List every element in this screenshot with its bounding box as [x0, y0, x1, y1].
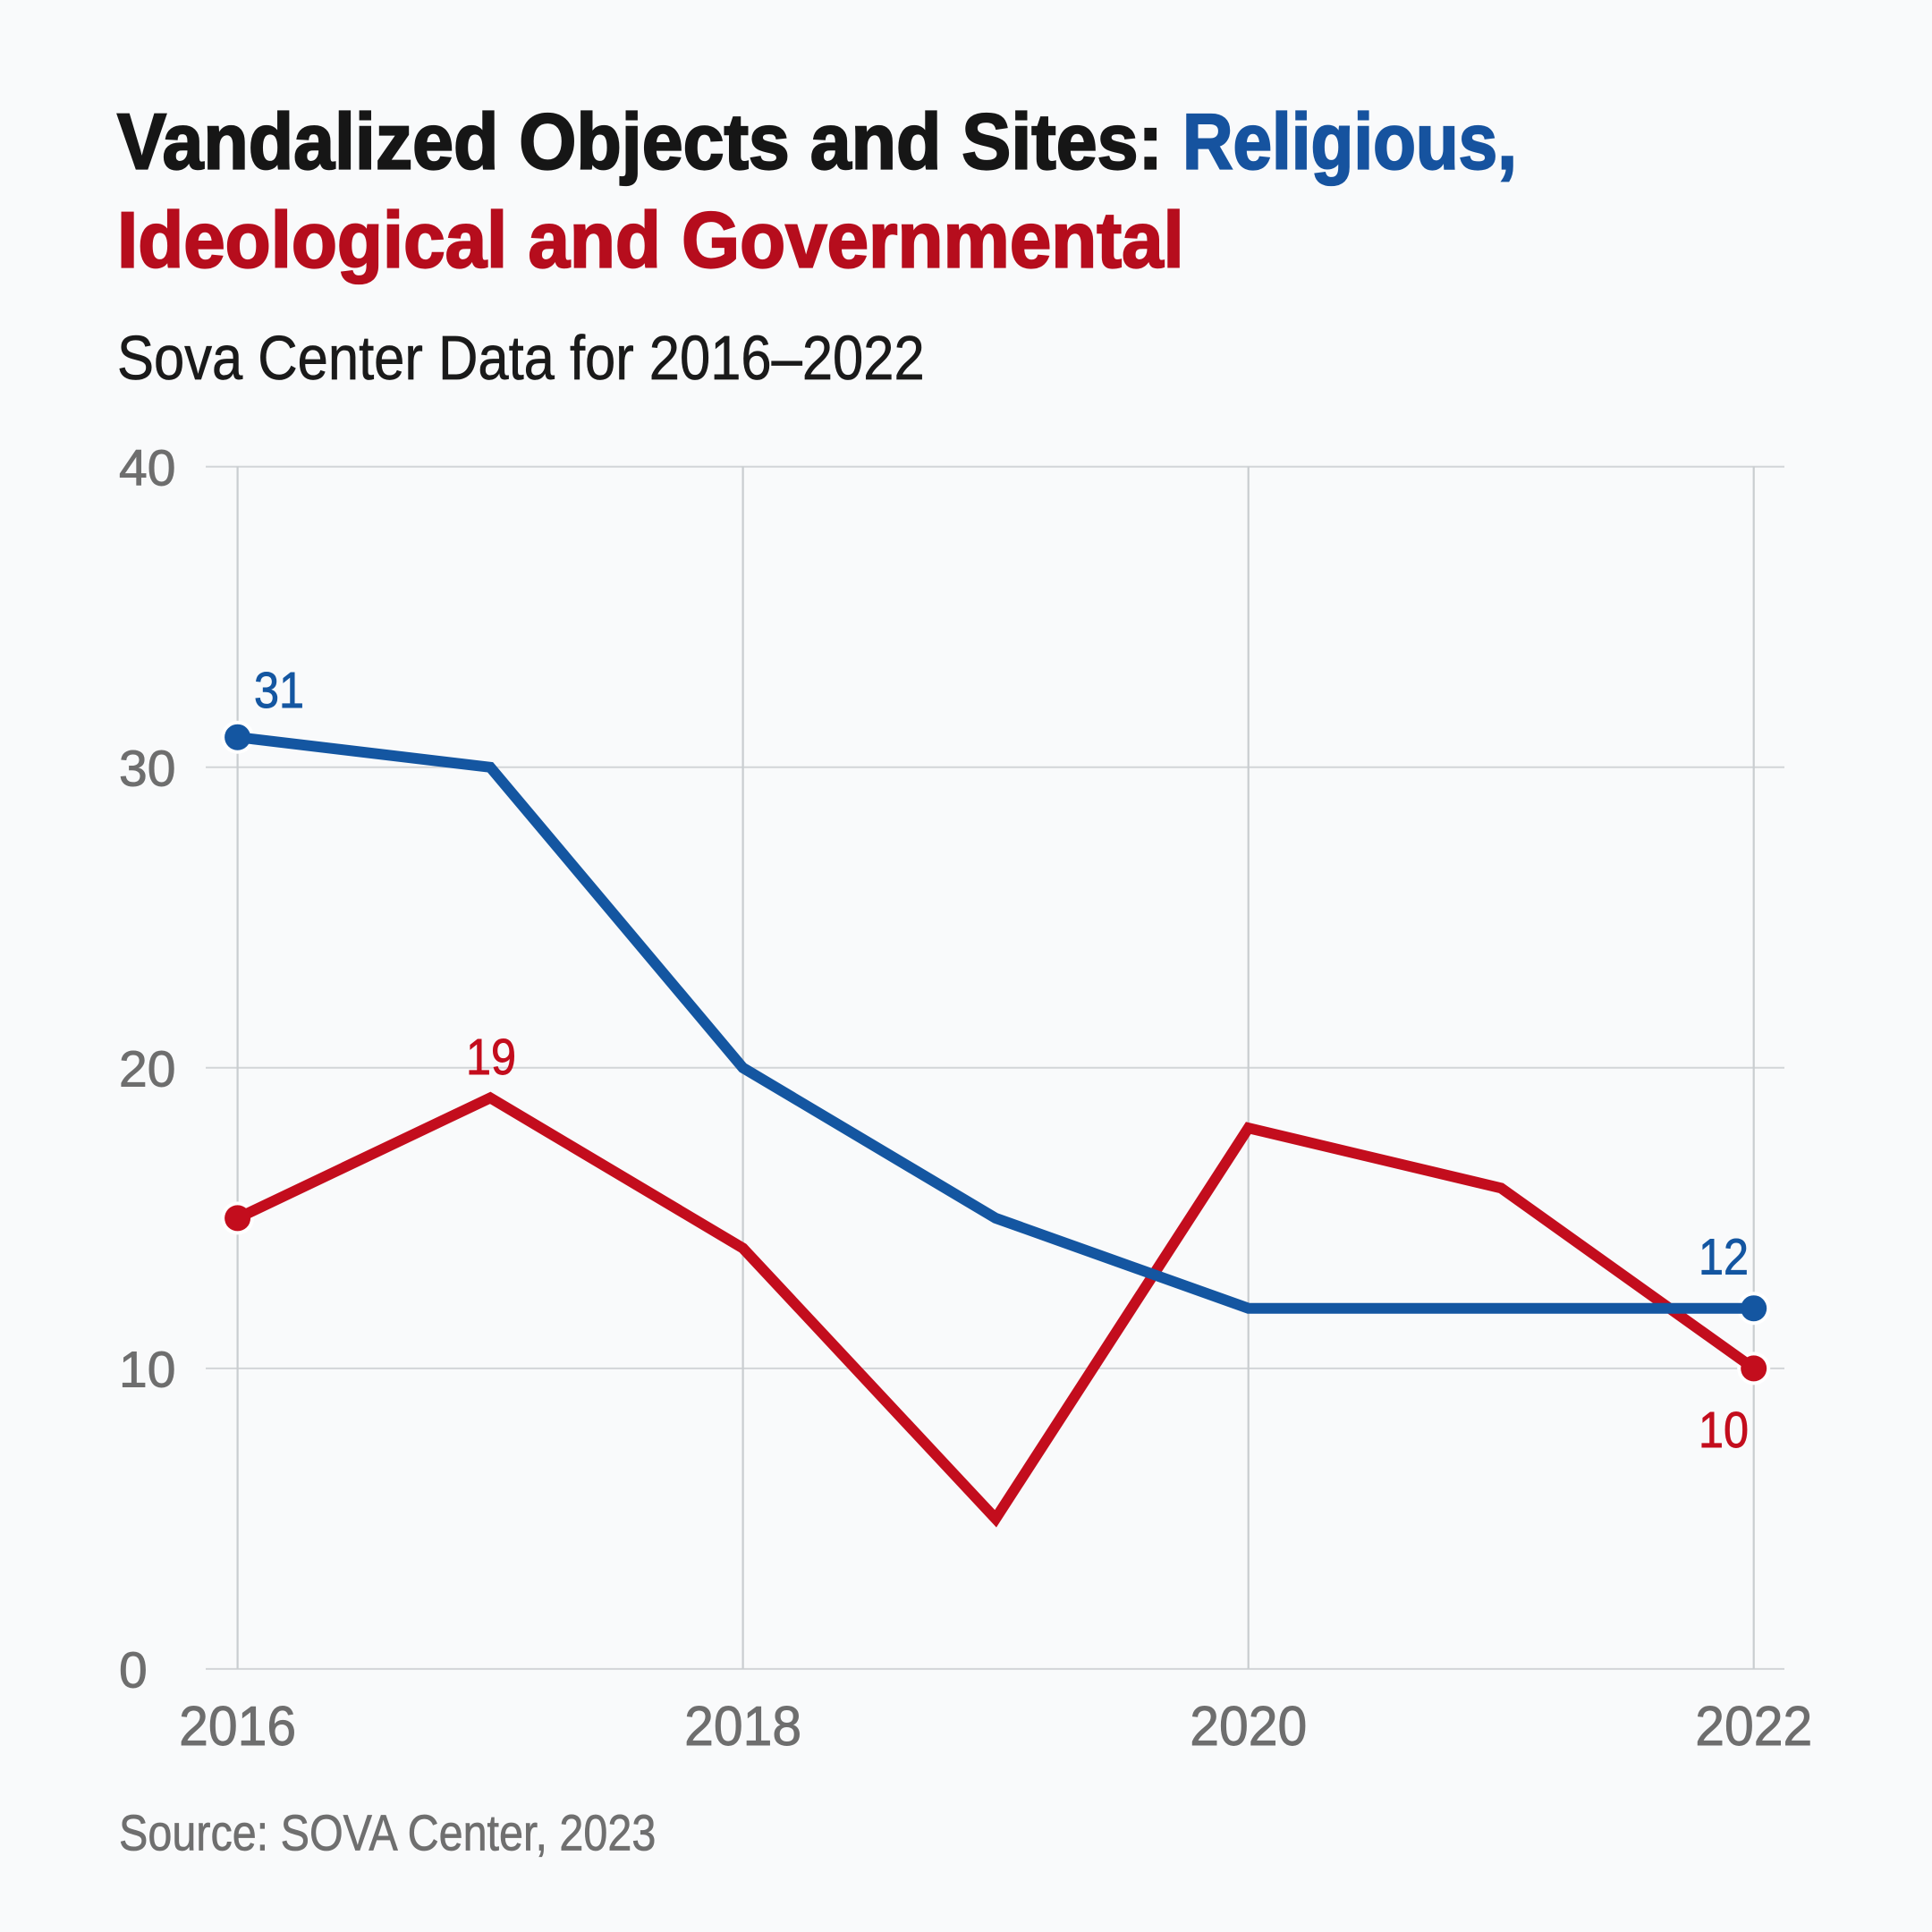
- svg-text:10: 10: [119, 1342, 175, 1399]
- svg-text:2018: 2018: [684, 1695, 801, 1758]
- svg-text:0: 0: [119, 1642, 148, 1699]
- svg-text:Religious,: Religious,: [1182, 97, 1517, 185]
- svg-text:Sova Center Data for 2016–2022: Sova Center Data for 2016–2022: [117, 322, 925, 393]
- svg-text:40: 40: [119, 440, 175, 497]
- svg-text:Vandalized Objects and Sites:: Vandalized Objects and Sites:: [117, 98, 1163, 186]
- svg-text:30: 30: [119, 741, 175, 798]
- svg-text:19: 19: [466, 1029, 516, 1086]
- svg-text:Source: SOVA Center, 2023: Source: SOVA Center, 2023: [119, 1805, 656, 1862]
- svg-text:31: 31: [254, 662, 304, 719]
- svg-text:10: 10: [1699, 1402, 1749, 1459]
- svg-text:2022: 2022: [1695, 1695, 1812, 1758]
- svg-text:Ideological and Governmental: Ideological and Governmental: [117, 197, 1184, 284]
- svg-text:2016: 2016: [179, 1695, 296, 1758]
- svg-text:20: 20: [119, 1041, 175, 1098]
- svg-text:12: 12: [1699, 1229, 1749, 1286]
- svg-text:2020: 2020: [1190, 1695, 1307, 1758]
